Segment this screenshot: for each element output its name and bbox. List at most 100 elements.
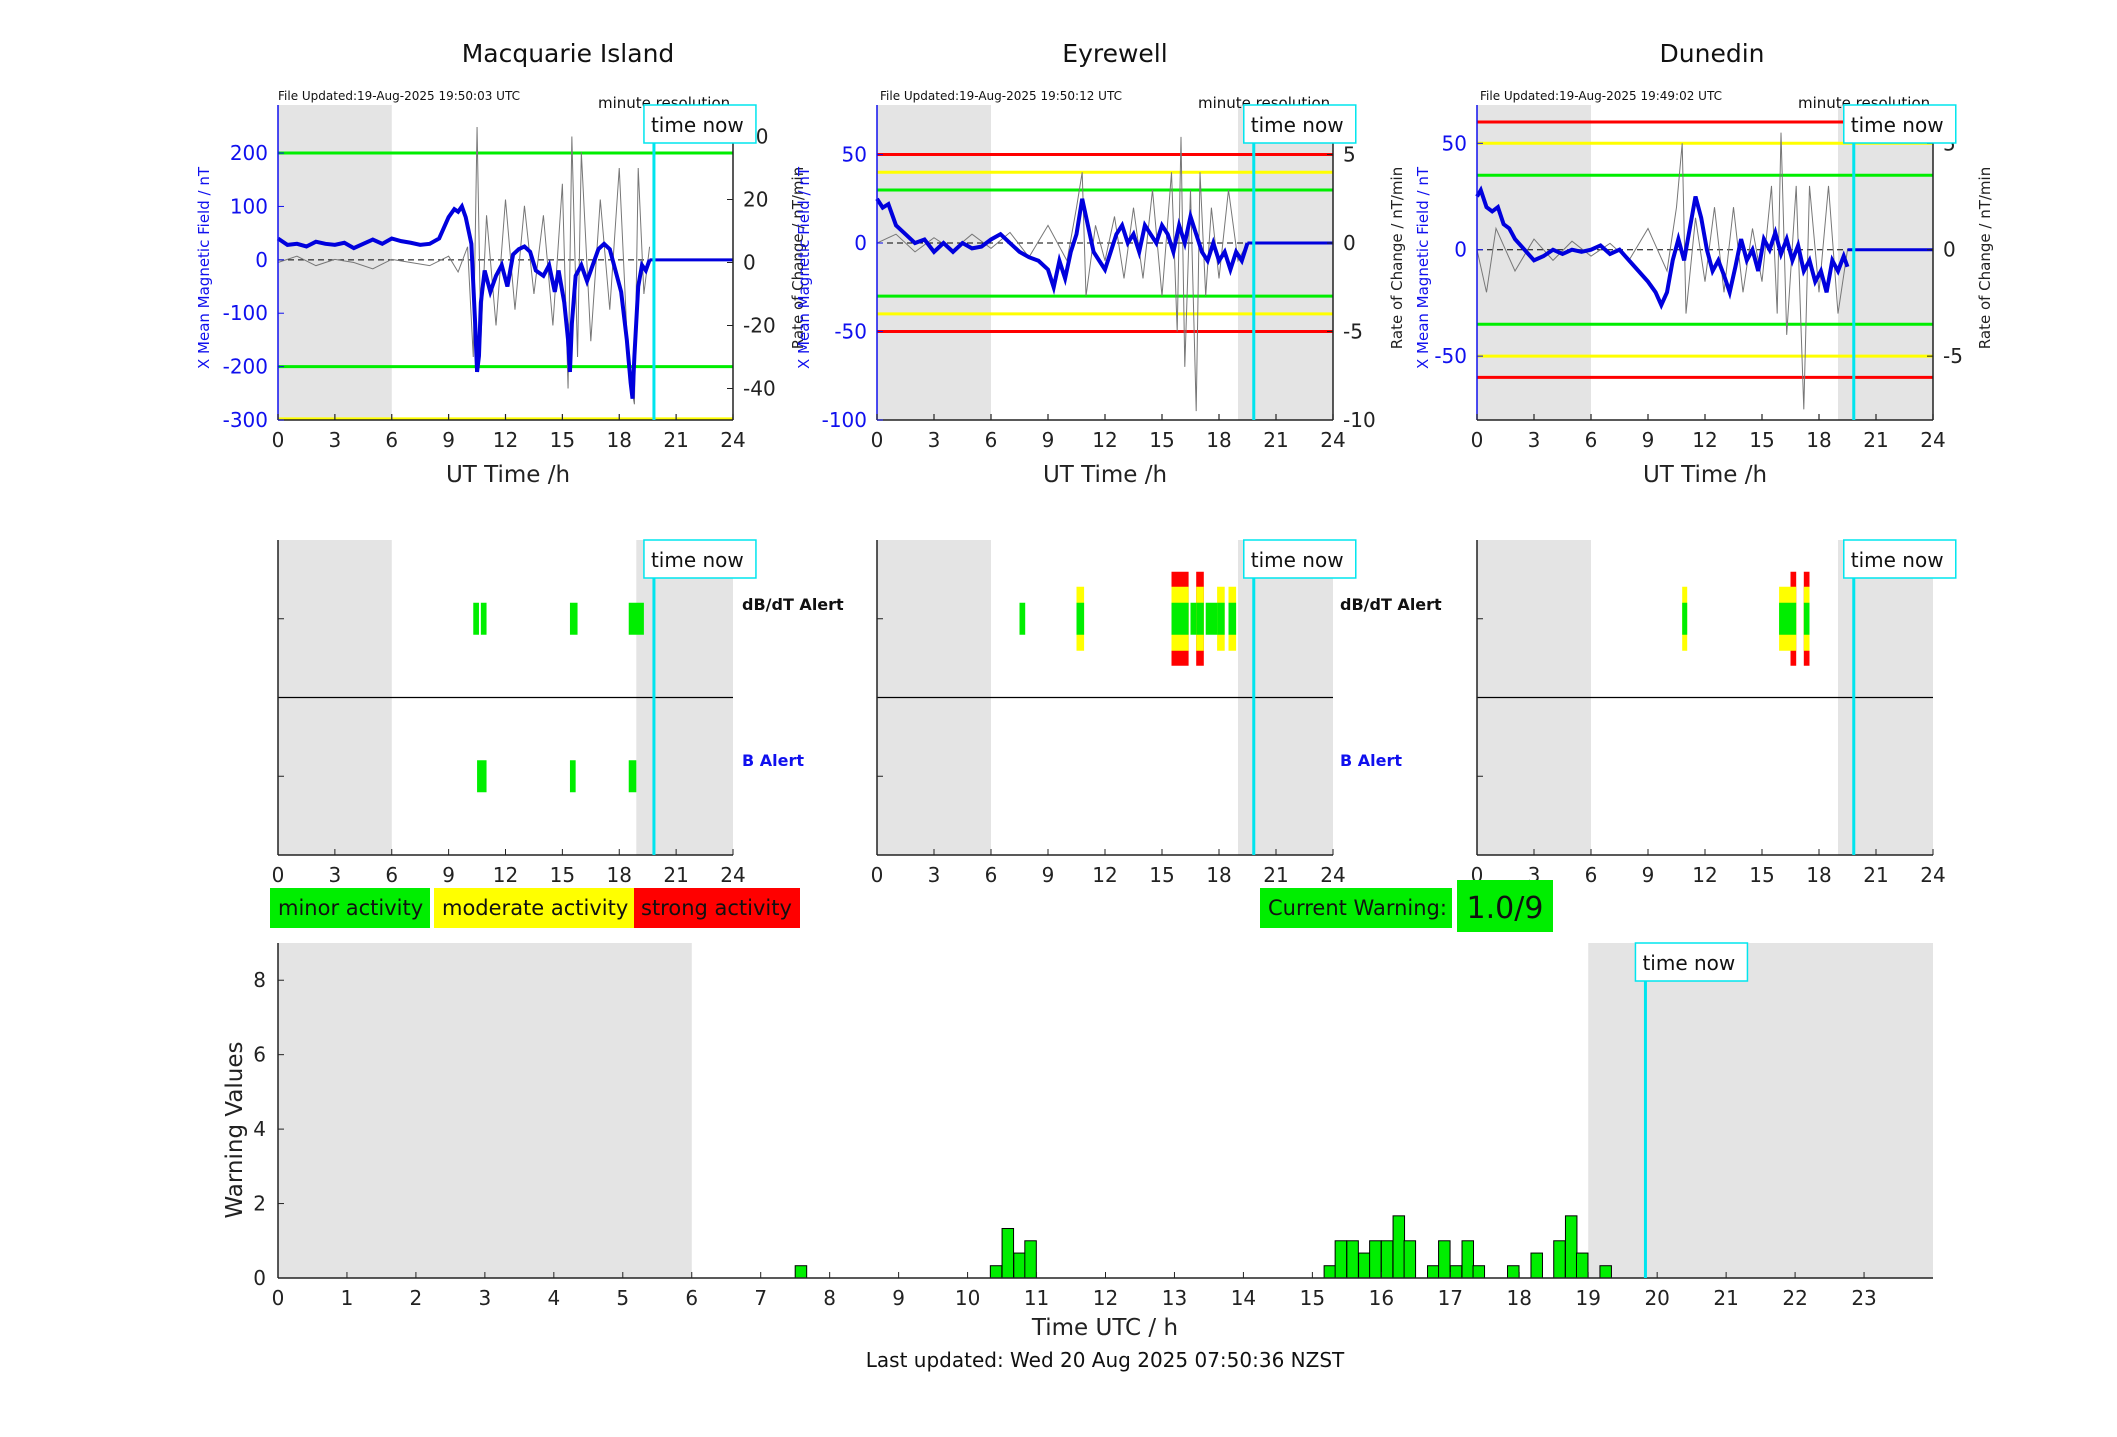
x-tick-label: 6 — [985, 428, 998, 452]
time-now-label: time now — [651, 113, 744, 137]
x-tick-label: 9 — [1642, 428, 1655, 452]
magnetic-field-trace — [1475, 185, 1850, 310]
b-alert-block-minor — [628, 760, 637, 793]
x-tick-label: 9 — [1042, 863, 1055, 887]
rate-of-change-trace — [1476, 132, 1848, 410]
warning-bar — [1380, 1240, 1394, 1279]
strong-activity-swatch — [634, 888, 800, 928]
y-axis-left-label: X Mean Magnetic Field / nT — [1414, 166, 1432, 369]
x-tick-label: 9 — [1642, 863, 1655, 887]
time-now-box — [643, 539, 757, 579]
dbdt-alert-label: dB/dT Alert — [742, 595, 844, 614]
x-tick-label: 12 — [1092, 428, 1117, 452]
x-tick-label: 9 — [892, 1286, 905, 1310]
x-tick-label: 24 — [1920, 428, 1945, 452]
y-tick-label: 6 — [253, 1043, 266, 1067]
x-tick-label: 19 — [1575, 1286, 1600, 1310]
panel-title: Eyrewell — [1062, 39, 1167, 68]
dbdt-alert-block-minor — [1171, 602, 1181, 635]
x-tick-label: 24 — [1320, 428, 1345, 452]
magnetic-field-trace — [875, 197, 1250, 295]
x-tick-label: 21 — [1863, 863, 1888, 887]
x-tick-label: 0 — [272, 428, 285, 452]
activity-legend: minor activity moderate activity strong … — [270, 888, 800, 928]
y-axis-right-label: Rate of Change / nT/min — [789, 167, 807, 349]
warning-bar — [1013, 1252, 1026, 1279]
x-tick-label: 18 — [1206, 863, 1231, 887]
dbdt-alert-label: dB/dT Alert — [1340, 595, 1442, 614]
x-tick-label: 15 — [1149, 428, 1174, 452]
x-tick-label: 12 — [493, 863, 518, 887]
time-now-label: time now — [1851, 548, 1944, 572]
b-alert-label: B Alert — [1340, 751, 1402, 770]
dbdt-alert-block-minor — [1019, 602, 1026, 635]
x-tick-label: 21 — [1713, 1286, 1738, 1310]
warning-bar — [1346, 1240, 1359, 1279]
b-alert-block-minor — [569, 760, 576, 793]
y-right-tick-label: 20 — [743, 188, 768, 212]
current-warning-box — [1260, 888, 1452, 928]
x-axis-label: Time UTC / h — [1031, 1315, 1178, 1341]
x-tick-label: 18 — [1206, 428, 1231, 452]
y-left-tick-label: 0 — [255, 248, 268, 272]
y-tick-label: 2 — [253, 1192, 266, 1216]
x-tick-label: 3 — [1528, 428, 1541, 452]
y-right-tick-label: -40 — [743, 377, 776, 401]
y-right-tick-label: 5 — [1343, 143, 1356, 167]
warning-bar — [1403, 1240, 1417, 1279]
x-tick-label: 6 — [1585, 428, 1598, 452]
time-now-label: time now — [1251, 548, 1344, 572]
strong-activity-label: strong activity — [641, 896, 792, 920]
time-now-label: time now — [1251, 113, 1344, 137]
night-shading — [1588, 943, 1933, 1278]
dbdt-alert-block-minor — [480, 602, 487, 635]
warning-bar — [1472, 1265, 1486, 1279]
x-tick-label: 21 — [1863, 428, 1888, 452]
time-now-label: time now — [1851, 113, 1944, 137]
y-left-tick-label: 200 — [230, 141, 268, 165]
x-tick-label: 23 — [1851, 1286, 1876, 1310]
current-warning-value-box — [1457, 880, 1553, 932]
x-tick-label: 17 — [1438, 1286, 1463, 1310]
x-tick-label: 21 — [1263, 428, 1288, 452]
b-alert-block-minor — [477, 760, 487, 793]
x-tick-label: 24 — [720, 863, 745, 887]
macquarie-alert-plot: 0 3 6 9 12 15 18 21 24 dB/dT Alert B Alert time … — [272, 539, 844, 887]
x-tick-label: 3 — [928, 863, 941, 887]
y-left-tick-label: -50 — [834, 320, 867, 344]
night-shading — [877, 105, 991, 420]
dbdt-alert-block-minor — [1803, 602, 1810, 635]
x-tick-label: 24 — [1320, 863, 1345, 887]
x-tick-label: 18 — [1507, 1286, 1532, 1310]
dbdt-alert-block-minor — [1682, 602, 1688, 635]
x-tick-label: 6 — [385, 863, 398, 887]
night-shading — [1238, 105, 1333, 420]
warning-values-chart: 0 1 2 3 4 5 6 7 8 9 10 11 12 13 14 15 16 17 18 19 20 21 22 2302… — [222, 942, 1933, 1341]
file-updated-text: File Updated:19-Aug-2025 19:50:03 UTC — [278, 89, 520, 103]
dbdt-alert-block-minor — [569, 602, 578, 635]
time-now-box — [1843, 539, 1957, 579]
x-tick-label: 21 — [663, 863, 688, 887]
time-now-box — [1634, 942, 1749, 982]
time-now-box — [643, 104, 757, 144]
y-right-tick-label: -10 — [1343, 408, 1376, 432]
x-tick-label: 8 — [823, 1286, 836, 1310]
dbdt-alert-block-minor — [473, 602, 479, 635]
y-tick-label: 0 — [253, 1266, 266, 1290]
x-tick-label: 22 — [1782, 1286, 1807, 1310]
dbdt-alert-block-minor — [628, 602, 644, 635]
x-tick-label: 12 — [1692, 863, 1717, 887]
y-right-tick-label: -5 — [1943, 344, 1963, 368]
x-tick-label: 4 — [547, 1286, 560, 1310]
warning-bar — [1334, 1240, 1348, 1279]
dbdt-alert-block-minor — [1076, 602, 1085, 635]
x-tick-label: 18 — [1806, 428, 1831, 452]
warning-bar — [1599, 1265, 1612, 1279]
warning-bar — [1564, 1215, 1578, 1279]
panel-title: Macquarie Island — [462, 39, 675, 68]
warning-bar — [1438, 1240, 1451, 1279]
moderate-activity-label: moderate activity — [442, 896, 628, 920]
